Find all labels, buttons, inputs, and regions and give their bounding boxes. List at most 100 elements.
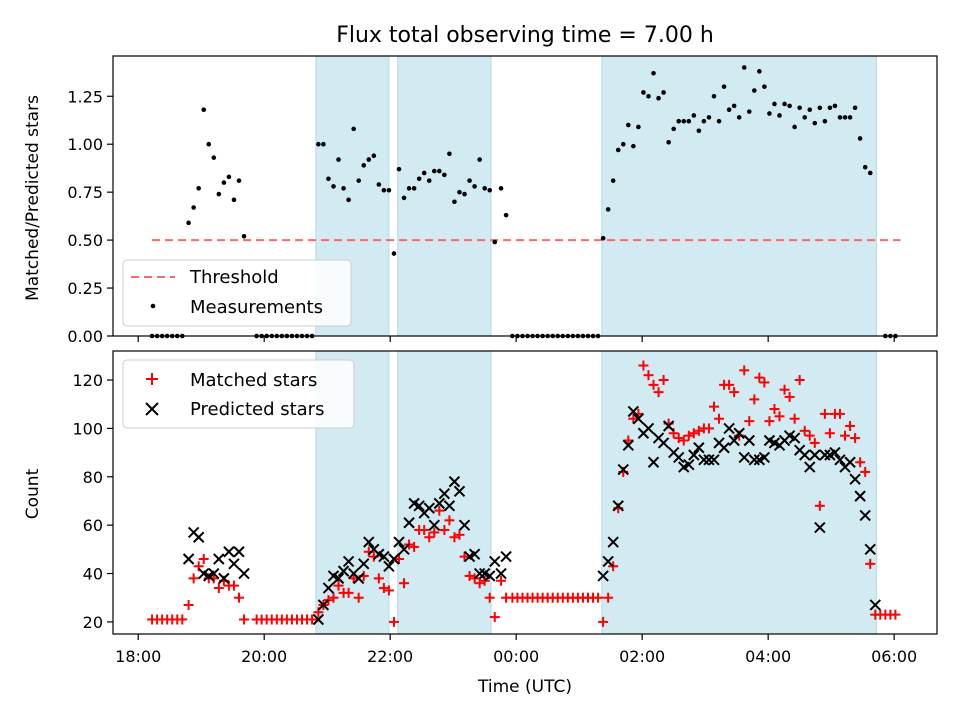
predicted-star-point <box>182 553 195 565</box>
predicted-mark-b <box>788 432 801 444</box>
predicted-mark-b <box>632 413 645 425</box>
measurement-point <box>221 180 227 185</box>
matched-star-point <box>784 391 795 402</box>
matched-star-point <box>233 592 244 603</box>
measurement-point <box>361 163 367 168</box>
predicted-mark-b <box>819 449 831 461</box>
top-y-tick-label: 0.00 <box>67 327 103 346</box>
matched-star-point <box>603 592 614 603</box>
predicted-mark-b <box>718 442 730 454</box>
measurement-point <box>201 107 207 112</box>
predicted-star-point <box>352 572 365 585</box>
predicted-mark-b <box>662 420 675 432</box>
measurement-point <box>777 113 782 118</box>
matched-star-point <box>840 430 851 441</box>
predicted-star-point <box>423 502 435 514</box>
matched-star-point <box>496 575 507 586</box>
matched-star-point <box>819 408 830 419</box>
predicted-star-point <box>495 567 507 580</box>
predicted-mark-b <box>698 454 710 466</box>
matched-star-point <box>729 387 740 398</box>
predicted-mark-b <box>192 531 205 543</box>
top-shaded-intervals <box>315 55 878 337</box>
predicted-mark-b <box>864 543 876 556</box>
measurement-point <box>631 143 636 149</box>
matched-star-point <box>419 524 430 535</box>
predicted-star-point <box>322 582 335 594</box>
matched-star-point <box>648 379 659 390</box>
predicted-mark-b <box>478 567 491 580</box>
predicted-mark-b <box>783 429 796 442</box>
matched-star-point <box>643 370 654 381</box>
measurement-point <box>186 220 191 226</box>
predicted-star-point <box>378 550 390 563</box>
matched-star-point <box>799 425 810 436</box>
predicted-mark-b <box>597 570 609 582</box>
matched-star-point <box>638 360 649 371</box>
predicted-star-point <box>607 536 619 548</box>
bottom-legend: Matched stars Predicted stars <box>122 359 355 429</box>
measurement-point <box>482 186 487 191</box>
predicted-mark-b <box>500 550 512 563</box>
predicted-star-point <box>233 546 245 558</box>
measurement-point <box>746 109 752 114</box>
measurement-point <box>316 141 321 147</box>
predicted-mark-b <box>398 543 410 556</box>
matched-star-point <box>774 411 785 422</box>
legend-measurements-swatch <box>150 303 156 309</box>
matched-star-point <box>845 420 856 431</box>
matched-star-point <box>754 372 765 383</box>
predicted-star-point <box>819 449 831 461</box>
predicted-mark-b <box>809 449 821 461</box>
measurement-point <box>196 186 201 191</box>
measurement-point <box>431 168 437 174</box>
measurement-point <box>671 126 676 132</box>
measurement-point <box>366 157 372 162</box>
matched-star-point <box>628 413 639 424</box>
predicted-star-point <box>854 490 866 502</box>
measurement-point <box>636 124 641 130</box>
predicted-star-point <box>484 570 496 582</box>
matched-star-point <box>307 614 318 625</box>
legend-predicted-label: Predicted stars <box>190 399 324 420</box>
measurement-point <box>762 84 767 89</box>
matched-star-point <box>213 583 224 594</box>
matched-star-point <box>439 524 450 535</box>
measurement-point <box>381 187 387 193</box>
top-y-tick-label: 0.25 <box>67 279 103 298</box>
matched-star-point <box>703 423 714 434</box>
predicted-star-point <box>342 555 355 568</box>
measurement-point <box>600 235 606 241</box>
top-panel: 0.00 0.25 0.50 0.75 1.00 1.25 Matched/Predict… <box>23 55 938 346</box>
predicted-mark-b <box>814 521 826 534</box>
predicted-star-point <box>738 451 750 464</box>
predicted-star-point <box>393 536 405 548</box>
predicted-star-point <box>849 473 861 485</box>
predicted-star-point <box>683 458 695 471</box>
measurement-point <box>341 186 346 191</box>
predicted-star-point <box>332 572 345 585</box>
measurement-point <box>498 186 504 191</box>
predicted-mark-b <box>627 405 640 418</box>
measurement-point <box>216 191 222 197</box>
top-y-tick-label: 0.75 <box>67 183 103 202</box>
predicted-star-point <box>844 456 856 468</box>
measurement-point <box>211 155 217 160</box>
matched-star-point <box>429 527 440 538</box>
matched-star-point <box>708 401 719 412</box>
matched-star-point <box>865 558 876 569</box>
predicted-mark-b <box>703 454 715 466</box>
measurement-point <box>442 172 447 178</box>
bottom-y-tick-label: 20 <box>83 613 103 632</box>
predicted-star-point <box>398 543 410 556</box>
measurement-point <box>827 105 833 111</box>
matched-star-point <box>378 583 389 594</box>
matched-star-point <box>779 384 790 395</box>
predicted-mark-b <box>854 490 866 502</box>
measurement-point <box>711 93 717 99</box>
measurement-point <box>396 166 402 172</box>
measurement-point <box>706 115 712 120</box>
matched-star-point <box>824 428 835 439</box>
predicted-mark-b <box>337 565 350 577</box>
x-tick-label: 02:00 <box>619 647 665 666</box>
